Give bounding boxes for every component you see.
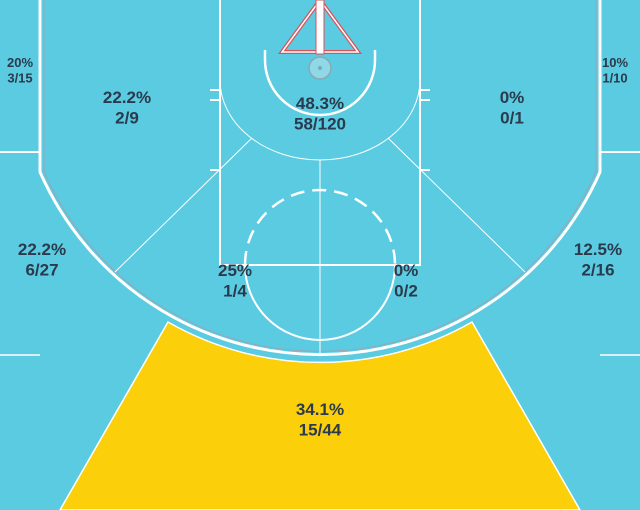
zone-left-corner-3-made-attempts: 3/15 (7, 71, 32, 86)
free-throw-circle-top (243, 188, 397, 266)
zone-left-wing-3-made-attempts: 6/27 (25, 260, 58, 279)
zone-top-of-key-3-percent: 34.1% (296, 400, 344, 419)
zone-left-mid-baseline-percent: 22.2% (103, 88, 151, 107)
zone-left-mid-baseline-made-attempts: 2/9 (115, 108, 139, 127)
zone-right-wing-3-made-attempts: 2/16 (581, 260, 614, 279)
zone-paint-made-attempts: 58/120 (294, 114, 346, 133)
zone-right-corner-3-made-attempts: 1/10 (602, 71, 627, 86)
restricted-area (263, 50, 377, 117)
zone-left-elbow-mid-made-attempts: 1/4 (223, 281, 247, 300)
zone-top-of-key-3[interactable] (59, 320, 581, 510)
zone-right-mid-baseline-made-attempts: 0/1 (500, 108, 524, 127)
zone-left-wing-3-percent: 22.2% (18, 240, 66, 259)
zone-paint-percent: 48.3% (296, 94, 344, 113)
zone-right-mid-baseline-percent: 0% (500, 88, 525, 107)
zone-top-of-key-3-made-attempts: 15/44 (299, 420, 342, 439)
zone-right-corner-3-percent: 10% (602, 55, 628, 70)
zone-right-elbow-mid-made-attempts: 0/2 (394, 281, 418, 300)
free-throw-circle-bottom (244, 264, 396, 341)
zone-left-elbow-mid-percent: 25% (218, 261, 252, 280)
zone-right-wing-3-percent: 12.5% (574, 240, 622, 259)
hoop-support (278, 0, 362, 80)
zone-left-corner-3-percent: 20% (7, 55, 33, 70)
zone-right-elbow-mid-percent: 0% (394, 261, 419, 280)
